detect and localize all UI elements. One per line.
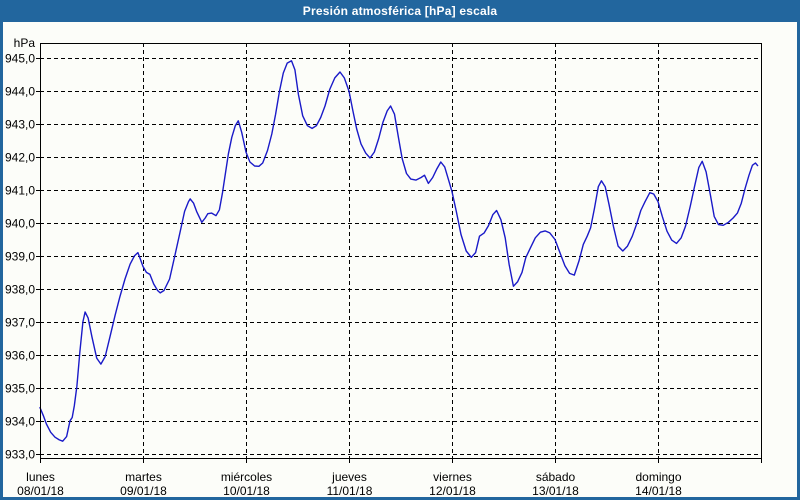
- titlebar: Presión atmosférica [hPa] escala: [0, 0, 800, 22]
- axis-labels: hPa 945,0 944,0 943,0 942,0 941,0 940,0 939,0 93…: [5, 36, 682, 498]
- y-axis-unit-label: hPa: [14, 36, 36, 50]
- x-day-date-label: 14/01/18: [635, 484, 682, 498]
- plot-border: [40, 43, 762, 459]
- y-tick-label: 935,0: [5, 382, 35, 396]
- y-tick-label: 942,0: [5, 151, 35, 165]
- plot-grid: [40, 43, 761, 458]
- window-title: Presión atmosférica [hPa] escala: [302, 4, 498, 18]
- y-tick-label: 940,0: [5, 217, 35, 231]
- y-tick-label: 944,0: [5, 85, 35, 99]
- x-day-name-label: viernes: [433, 470, 472, 484]
- x-day-date-label: 11/01/18: [327, 484, 373, 498]
- y-tick-label: 941,0: [5, 184, 35, 198]
- x-day-date-label: 10/01/18: [223, 484, 270, 498]
- y-tick-label: 937,0: [5, 316, 35, 330]
- x-day-date-label: 12/01/18: [429, 484, 476, 498]
- x-day-date-label: 09/01/18: [120, 484, 167, 498]
- x-day-name-label: martes: [125, 470, 162, 484]
- pressure-line: [39, 60, 759, 442]
- x-day-name-label: domingo: [635, 470, 681, 484]
- y-tick-label: 938,0: [5, 283, 35, 297]
- y-tick-label: 933,0: [5, 448, 35, 462]
- x-day-name-label: miércoles: [221, 470, 272, 484]
- x-day-name-label: sábado: [536, 470, 576, 484]
- y-tick-label: 939,0: [5, 250, 35, 264]
- x-day-name-label: lunes: [26, 470, 55, 484]
- axis-ticks: [36, 58, 762, 463]
- y-tick-label: 936,0: [5, 349, 35, 363]
- x-day-date-label: 13/01/18: [532, 484, 579, 498]
- x-day-name-label: jueves: [331, 470, 367, 484]
- y-tick-label: 943,0: [5, 118, 35, 132]
- y-tick-label: 945,0: [5, 52, 35, 66]
- x-day-date-label: 08/01/18: [17, 484, 64, 498]
- y-tick-label: 934,0: [5, 415, 35, 429]
